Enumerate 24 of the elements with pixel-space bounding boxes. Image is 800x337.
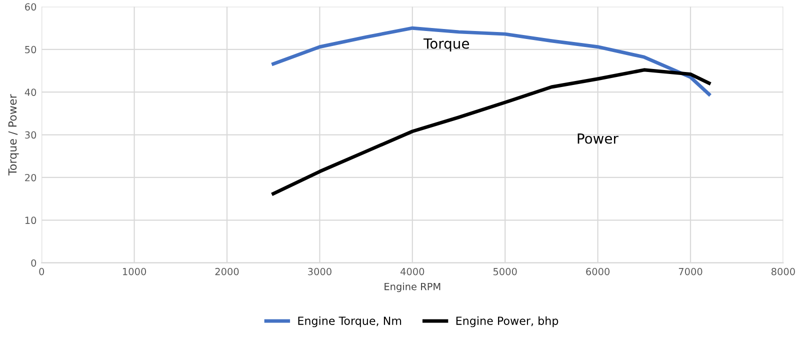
x-tick-label: 2000 (215, 268, 239, 276)
x-tick-label: 1000 (122, 268, 146, 276)
legend-label: Engine Power, bhp (456, 316, 558, 328)
annotation: Torque (423, 38, 470, 52)
x-tick-label: 4000 (400, 268, 424, 276)
line-series (272, 26, 711, 96)
x-axis-title: Engine RPM (384, 282, 440, 292)
y-tick-label: 0 (31, 259, 36, 267)
x-tick-label: 6000 (586, 268, 610, 276)
y-tick-label: 50 (25, 46, 36, 54)
y-tick-label: 20 (25, 174, 36, 182)
y-tick-label: 60 (25, 3, 36, 11)
annotation: Power (578, 133, 618, 144)
y-tick-label: 10 (25, 216, 36, 224)
x-tick-label: 3000 (308, 268, 332, 276)
line-series (272, 68, 711, 196)
y-tick-label: 30 (25, 131, 36, 139)
y-axis-title: Torque / Power (8, 94, 19, 176)
x-tick-label: 7000 (678, 268, 702, 276)
x-tick-label: 0 (39, 268, 44, 276)
x-tick-label: 5000 (493, 268, 517, 276)
y-tick-label: 40 (24, 88, 36, 96)
legend-label: Engine Torque, Nm (298, 316, 402, 328)
x-tick-label: 8000 (771, 268, 795, 276)
